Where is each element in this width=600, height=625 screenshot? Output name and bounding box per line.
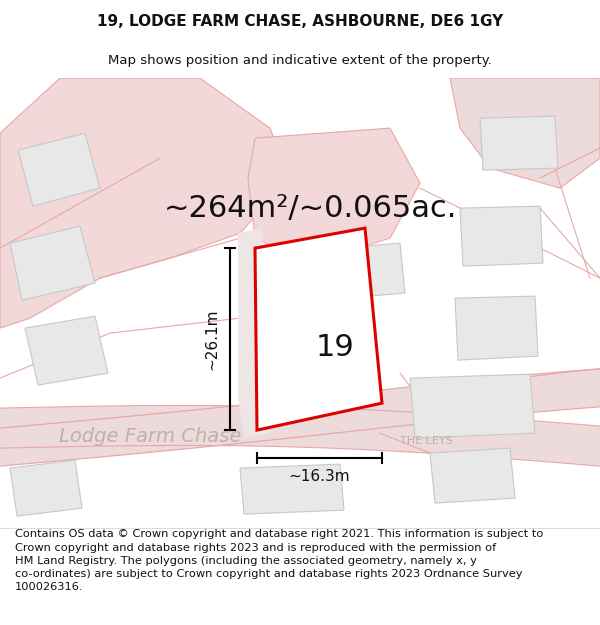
Polygon shape	[455, 296, 538, 360]
Polygon shape	[240, 464, 344, 514]
Text: 19: 19	[316, 333, 354, 362]
Text: ~264m²/~0.065ac.: ~264m²/~0.065ac.	[163, 194, 457, 222]
Text: 19, LODGE FARM CHASE, ASHBOURNE, DE6 1GY: 19, LODGE FARM CHASE, ASHBOURNE, DE6 1GY	[97, 14, 503, 29]
Polygon shape	[238, 228, 270, 438]
Text: ~16.3m: ~16.3m	[289, 469, 350, 484]
Polygon shape	[10, 226, 95, 300]
Polygon shape	[0, 369, 600, 466]
Text: Lodge Farm Chase: Lodge Farm Chase	[59, 427, 241, 446]
Polygon shape	[25, 316, 108, 385]
Polygon shape	[248, 128, 420, 263]
Polygon shape	[0, 78, 290, 328]
Polygon shape	[450, 78, 600, 188]
Text: ~26.1m: ~26.1m	[205, 308, 220, 370]
Polygon shape	[480, 116, 558, 170]
Polygon shape	[18, 133, 100, 206]
Polygon shape	[340, 243, 405, 298]
Polygon shape	[255, 228, 382, 430]
Polygon shape	[10, 460, 82, 516]
Polygon shape	[430, 448, 515, 503]
Polygon shape	[410, 374, 535, 438]
Polygon shape	[460, 206, 543, 266]
Text: Contains OS data © Crown copyright and database right 2021. This information is : Contains OS data © Crown copyright and d…	[15, 529, 544, 592]
Text: THE LEYS: THE LEYS	[400, 436, 453, 446]
Text: Map shows position and indicative extent of the property.: Map shows position and indicative extent…	[108, 54, 492, 68]
Polygon shape	[0, 406, 600, 466]
